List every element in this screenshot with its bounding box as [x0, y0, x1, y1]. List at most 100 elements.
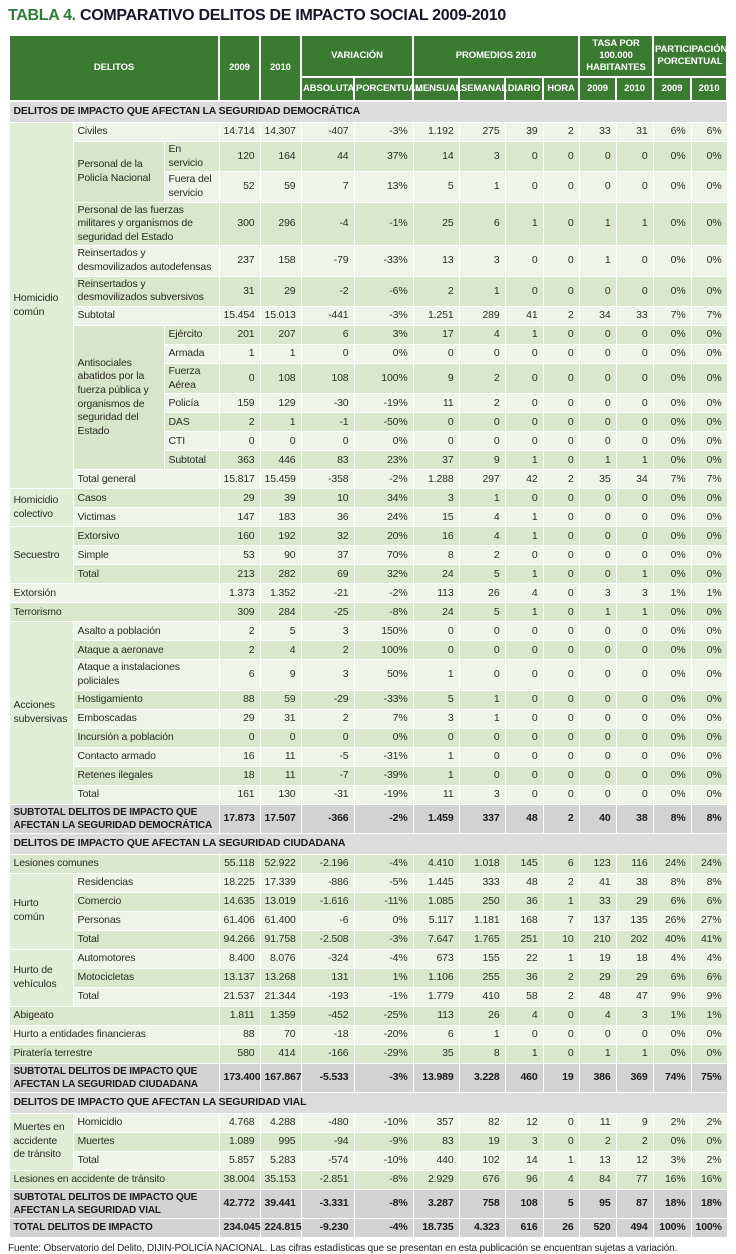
- value-cell: 0%: [690, 171, 728, 203]
- value-cell: -9%: [353, 1131, 414, 1152]
- value-cell: 0%: [690, 325, 728, 346]
- value-cell: 296: [259, 201, 302, 247]
- col-header-porcentual: PORCENTUAL: [352, 76, 421, 102]
- value-cell: 0: [504, 621, 544, 642]
- value-cell: 2: [458, 393, 506, 414]
- value-cell: 4%: [690, 948, 728, 969]
- value-cell: 0: [615, 545, 654, 566]
- value-cell: 2: [542, 306, 580, 327]
- col-header-delitos: DELITOS: [8, 34, 220, 102]
- value-cell: 0%: [690, 765, 728, 786]
- row-label: Incursión a población: [72, 727, 220, 748]
- value-cell: 2%: [690, 1112, 728, 1133]
- value-cell: 1: [615, 564, 654, 585]
- value-cell: -6: [300, 910, 355, 931]
- value-cell: 0%: [652, 507, 692, 528]
- subtotal-value: 337: [458, 803, 506, 834]
- table-row: Acciones subversivas Asalto a población 2 5…: [8, 621, 728, 805]
- value-cell: 120: [218, 140, 261, 173]
- value-cell: 1: [458, 488, 506, 509]
- row-label: Homicidio: [72, 1112, 220, 1133]
- value-cell: 0%: [652, 275, 692, 308]
- value-cell: 1.359: [259, 1005, 302, 1026]
- subtotal-value: 3.228: [458, 1062, 506, 1093]
- table-row: Ataque a instalaciones policiales 6 9 3 50% 1…: [9, 659, 728, 691]
- row-label: Terrorismo: [8, 602, 220, 623]
- value-cell: -407: [300, 122, 355, 142]
- value-cell: 1: [218, 344, 261, 365]
- value-cell: 0: [542, 363, 580, 395]
- value-cell: 255: [458, 967, 506, 988]
- value-cell: 26: [458, 583, 506, 604]
- value-cell: 676: [458, 1169, 506, 1190]
- value-cell: 113: [412, 1005, 460, 1026]
- col-header-diario: DIARIO: [504, 76, 545, 102]
- value-cell: 2: [542, 469, 580, 490]
- value-cell: 8%: [652, 872, 692, 893]
- value-cell: 210: [578, 929, 617, 950]
- value-cell: -480: [300, 1112, 355, 1133]
- row-label: Lesiones comunes: [8, 853, 220, 874]
- value-cell: 0: [412, 431, 460, 452]
- table-row: Comercio 14.635 13.019 -1.616 -11% 1.085 250 36…: [9, 891, 728, 912]
- value-cell: 44: [300, 140, 355, 173]
- value-cell: 0%: [652, 171, 692, 203]
- value-cell: 0: [615, 488, 654, 509]
- value-cell: 48: [578, 986, 617, 1007]
- value-cell: 1: [578, 602, 617, 623]
- value-cell: 7%: [652, 469, 692, 490]
- value-cell: 0%: [652, 450, 692, 471]
- value-cell: 0: [542, 621, 580, 642]
- value-cell: 0: [542, 545, 580, 566]
- value-cell: 35.153: [259, 1169, 302, 1190]
- value-cell: 0: [458, 621, 506, 642]
- value-cell: 47: [615, 986, 654, 1007]
- value-cell: 2: [458, 545, 506, 566]
- subtotal-value: 38: [615, 803, 654, 834]
- group-label: Muertes en accidente de tránsito: [8, 1112, 74, 1171]
- value-cell: 0%: [690, 450, 728, 471]
- value-cell: -25: [300, 602, 355, 623]
- subtotal-value: 8%: [690, 803, 728, 834]
- value-cell: 13: [412, 245, 460, 277]
- table-row: Total general 15.817 15.459 -358 -2% 1.288 297…: [9, 469, 728, 490]
- value-cell: 70%: [353, 545, 414, 566]
- value-cell: -94: [300, 1131, 355, 1152]
- value-cell: 0: [615, 363, 654, 395]
- table-row: Total 213 282 69 32% 24 5 1 0 0 1 0% 0%: [9, 564, 728, 585]
- row-label: Automotores: [72, 948, 220, 969]
- value-cell: -3%: [353, 122, 414, 142]
- group-label: Personal de la Policía Nacional: [72, 141, 165, 203]
- value-cell: 0: [218, 727, 261, 748]
- value-cell: 21.344: [259, 986, 302, 1007]
- value-cell: 18: [615, 948, 654, 969]
- value-cell: 1: [412, 765, 460, 786]
- value-cell: 29: [615, 891, 654, 912]
- value-cell: 0: [504, 545, 544, 566]
- value-cell: 0%: [690, 621, 728, 642]
- table-row: Total 94.266 91.758 -2.508 -3% 7.647 1.765 251 1…: [9, 929, 728, 950]
- value-cell: 202: [615, 929, 654, 950]
- value-cell: 19: [458, 1131, 506, 1152]
- value-cell: 183: [259, 507, 302, 528]
- value-cell: -2%: [353, 583, 414, 604]
- value-cell: 7%: [690, 469, 728, 490]
- value-cell: 29: [218, 488, 261, 509]
- value-cell: 0: [578, 1024, 617, 1045]
- value-cell: 0: [578, 507, 617, 528]
- value-cell: 13.019: [259, 891, 302, 912]
- value-cell: 61.400: [259, 910, 302, 931]
- value-cell: 52: [218, 171, 261, 203]
- value-cell: -1: [300, 412, 355, 433]
- value-cell: 15.013: [259, 306, 302, 327]
- value-cell: 32: [300, 526, 355, 547]
- value-cell: 33: [615, 306, 654, 327]
- value-cell: 1: [458, 1024, 506, 1045]
- value-cell: 2: [578, 1131, 617, 1152]
- subtotal-value: 95: [578, 1188, 617, 1219]
- row-label: Victimas: [72, 507, 220, 528]
- subtotal-row: SUBTOTAL DELITOS DE IMPACTO QUE AFECTAN …: [8, 1062, 728, 1093]
- row-label: Personas: [72, 910, 220, 931]
- value-cell: 4: [458, 507, 506, 528]
- value-cell: 29: [218, 708, 261, 729]
